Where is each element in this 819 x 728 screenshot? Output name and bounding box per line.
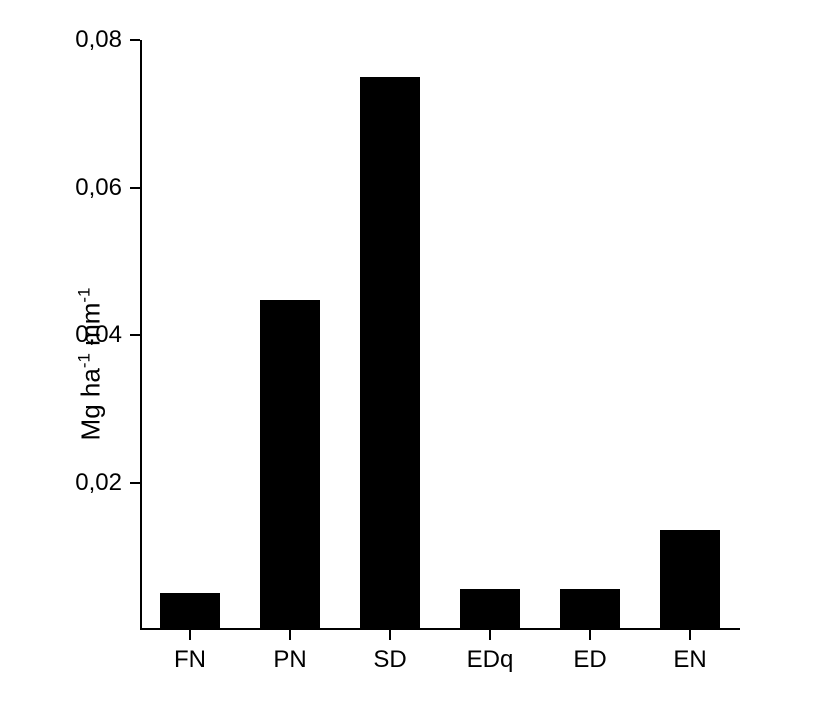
bar	[360, 77, 420, 630]
y-tick	[130, 482, 140, 484]
x-axis-line	[140, 628, 740, 630]
y-tick	[130, 187, 140, 189]
y-tick-label: 0,04	[52, 321, 122, 349]
bar	[660, 530, 720, 630]
x-tick	[589, 630, 591, 640]
bar	[260, 300, 320, 630]
y-axis-line	[140, 40, 142, 630]
x-tick	[289, 630, 291, 640]
y-tick-label: 0,06	[52, 174, 122, 202]
y-tick-label: 0,02	[52, 469, 122, 497]
x-tick	[689, 630, 691, 640]
y-axis-label: Mg ha-1 mm-1	[75, 288, 107, 441]
x-tick-label: ED	[573, 646, 606, 674]
x-tick	[389, 630, 391, 640]
x-tick-label: PN	[273, 646, 306, 674]
y-tick	[130, 39, 140, 41]
y-tick	[130, 334, 140, 336]
plot-area: 0,020,040,060,08FNPNSDEDqEDEN	[140, 40, 740, 630]
x-tick-label: FN	[174, 646, 206, 674]
x-tick	[189, 630, 191, 640]
x-tick	[489, 630, 491, 640]
chart-container: Mg ha-1 mm-1 0,020,040,060,08FNPNSDEDqED…	[0, 0, 819, 728]
x-tick-label: SD	[373, 646, 406, 674]
x-tick-label: EDq	[467, 646, 514, 674]
x-tick-label: EN	[673, 646, 706, 674]
bar	[160, 593, 220, 630]
bar	[460, 589, 520, 630]
y-tick-label: 0,08	[52, 26, 122, 54]
bar	[560, 589, 620, 630]
